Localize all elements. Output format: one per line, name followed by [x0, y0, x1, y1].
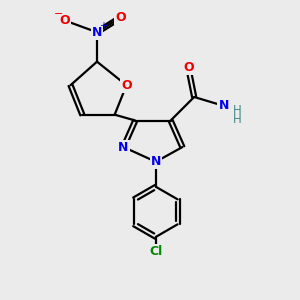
Text: N: N: [151, 155, 161, 168]
Text: −: −: [53, 9, 63, 19]
Text: O: O: [183, 61, 194, 74]
Text: O: O: [115, 11, 126, 24]
Text: +: +: [100, 21, 107, 31]
Text: H: H: [232, 104, 241, 117]
Text: Cl: Cl: [149, 245, 163, 258]
Text: O: O: [121, 79, 132, 92]
Text: N: N: [218, 99, 229, 112]
Text: N: N: [118, 141, 129, 154]
Text: O: O: [59, 14, 70, 27]
Text: N: N: [92, 26, 102, 39]
Text: H: H: [232, 112, 241, 126]
